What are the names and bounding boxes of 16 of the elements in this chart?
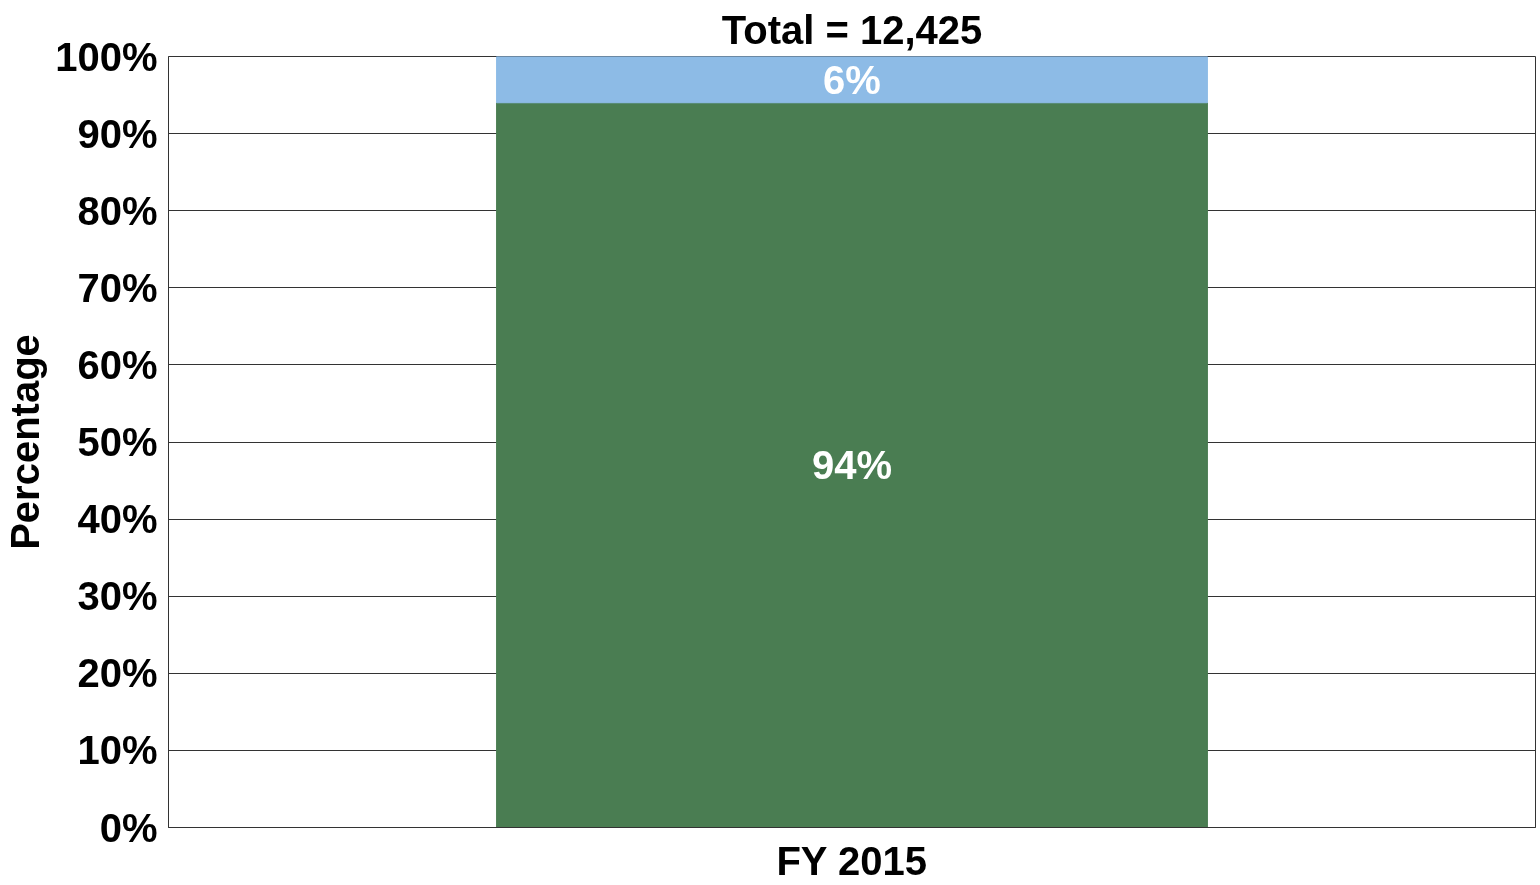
y-tick-label: 90% — [77, 111, 158, 156]
data-label: 94% — [811, 443, 893, 488]
y-tick-label: 70% — [77, 265, 158, 310]
y-tick-label: 50% — [77, 420, 158, 464]
y-tick-label: 60% — [77, 342, 158, 387]
y-tick-label: 30% — [77, 574, 158, 619]
y-tick-label: 10% — [77, 728, 158, 773]
y-tick-label: 40% — [77, 497, 158, 542]
x-tick-label: FY 2015 — [776, 838, 927, 883]
y-axis-title: Percentage — [3, 334, 48, 550]
y-tick-label: 80% — [77, 188, 158, 233]
chart-title: Total = 12,425 — [721, 7, 983, 52]
y-tick-label: 0% — [99, 805, 158, 850]
y-tick-label: 20% — [77, 651, 158, 696]
data-label: 6% — [823, 57, 881, 102]
y-tick-label: 100% — [55, 34, 158, 79]
